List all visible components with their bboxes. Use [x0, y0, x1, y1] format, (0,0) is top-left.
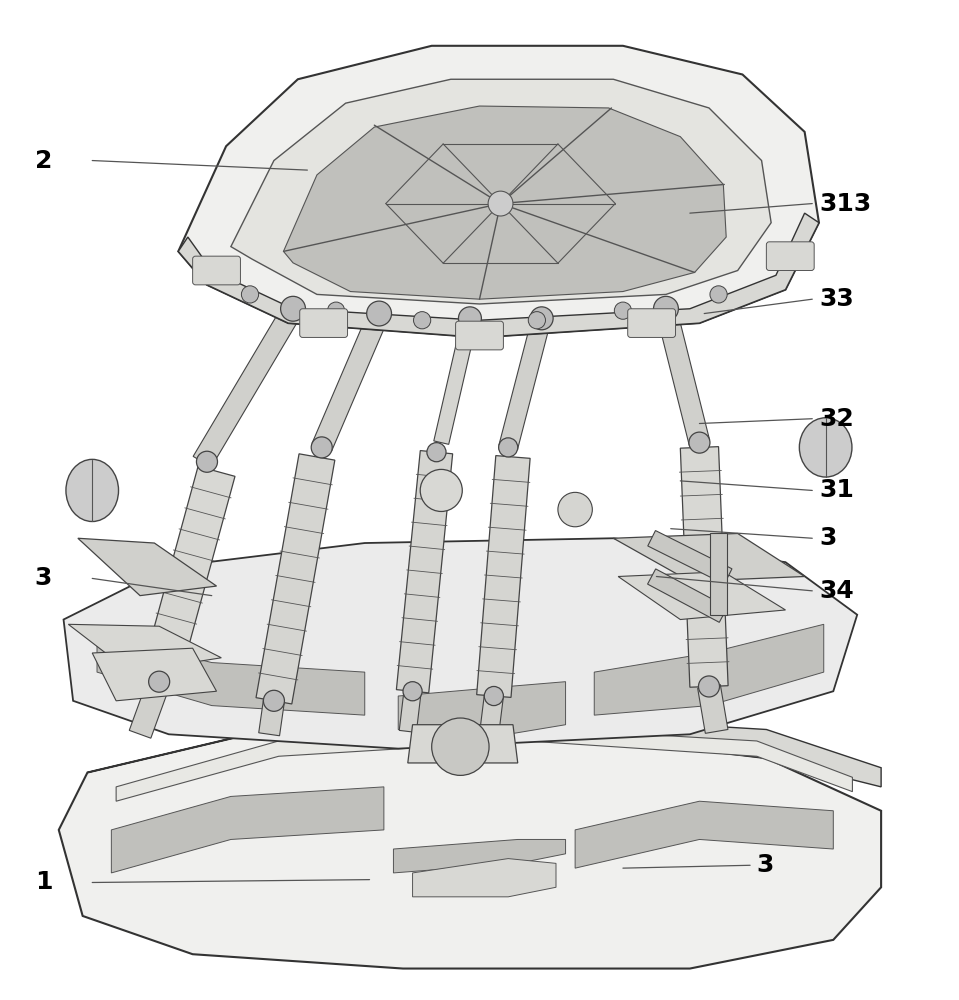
Polygon shape: [259, 699, 284, 736]
Polygon shape: [399, 690, 421, 732]
Polygon shape: [68, 624, 222, 672]
Polygon shape: [477, 456, 530, 697]
Polygon shape: [480, 695, 503, 735]
Circle shape: [530, 307, 553, 330]
Circle shape: [420, 469, 462, 511]
Circle shape: [558, 492, 593, 527]
Polygon shape: [499, 316, 550, 450]
Polygon shape: [178, 46, 819, 337]
Text: 1: 1: [35, 870, 53, 894]
Text: 3: 3: [35, 566, 52, 590]
Circle shape: [528, 312, 546, 329]
Ellipse shape: [800, 418, 852, 477]
Circle shape: [488, 191, 513, 216]
Polygon shape: [178, 213, 819, 337]
Polygon shape: [412, 859, 556, 897]
Polygon shape: [58, 729, 881, 969]
Polygon shape: [619, 572, 785, 620]
Polygon shape: [141, 466, 235, 687]
Text: 33: 33: [819, 287, 854, 311]
Polygon shape: [129, 678, 170, 738]
Polygon shape: [116, 728, 853, 801]
Polygon shape: [647, 531, 732, 584]
Circle shape: [281, 296, 306, 321]
Circle shape: [484, 686, 503, 706]
Polygon shape: [396, 451, 453, 693]
Polygon shape: [63, 538, 857, 749]
FancyBboxPatch shape: [193, 256, 241, 285]
Polygon shape: [398, 682, 566, 734]
Circle shape: [689, 432, 710, 453]
Polygon shape: [231, 79, 771, 304]
Circle shape: [366, 301, 391, 326]
Circle shape: [698, 676, 719, 697]
Circle shape: [413, 312, 431, 329]
Circle shape: [403, 682, 422, 701]
Circle shape: [312, 437, 332, 458]
Polygon shape: [408, 725, 518, 763]
Circle shape: [499, 438, 518, 457]
Circle shape: [710, 286, 727, 303]
FancyBboxPatch shape: [456, 321, 503, 350]
Circle shape: [264, 690, 285, 711]
Polygon shape: [312, 309, 388, 452]
Text: 31: 31: [819, 478, 854, 502]
Circle shape: [427, 443, 446, 462]
Text: 2: 2: [35, 149, 52, 173]
Text: 34: 34: [819, 579, 854, 603]
Text: 32: 32: [819, 407, 854, 431]
Polygon shape: [575, 801, 833, 868]
Polygon shape: [656, 306, 710, 445]
Polygon shape: [284, 106, 726, 299]
Circle shape: [615, 302, 632, 319]
Text: 3: 3: [819, 526, 836, 550]
Circle shape: [458, 307, 481, 330]
Polygon shape: [97, 634, 364, 715]
FancyBboxPatch shape: [300, 309, 347, 337]
Polygon shape: [710, 533, 727, 615]
Text: 3: 3: [757, 853, 774, 877]
Circle shape: [653, 296, 678, 321]
FancyBboxPatch shape: [628, 309, 675, 337]
Polygon shape: [78, 538, 217, 596]
Circle shape: [197, 451, 218, 472]
Circle shape: [149, 671, 170, 692]
Polygon shape: [433, 317, 478, 444]
FancyBboxPatch shape: [766, 242, 814, 271]
Polygon shape: [87, 715, 881, 787]
Circle shape: [432, 718, 489, 775]
Circle shape: [242, 286, 259, 303]
Polygon shape: [647, 569, 727, 622]
Circle shape: [327, 302, 344, 319]
Ellipse shape: [66, 459, 119, 522]
Polygon shape: [111, 787, 384, 873]
Polygon shape: [614, 533, 805, 581]
Text: 313: 313: [819, 192, 871, 216]
Polygon shape: [256, 454, 335, 704]
Polygon shape: [393, 839, 566, 873]
Polygon shape: [193, 303, 302, 467]
Polygon shape: [680, 447, 728, 687]
Polygon shape: [595, 624, 824, 715]
Polygon shape: [92, 648, 217, 701]
Polygon shape: [698, 685, 728, 733]
